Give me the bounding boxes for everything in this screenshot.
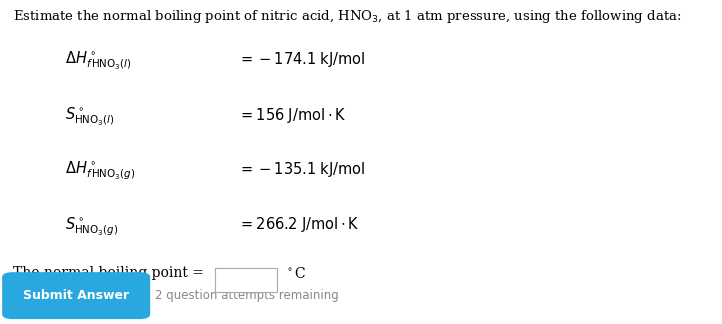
Text: $^\circ$C: $^\circ$C	[284, 266, 306, 281]
Text: $= 156\;\mathrm{J/mol \cdot K}$: $= 156\;\mathrm{J/mol \cdot K}$	[238, 106, 347, 125]
Text: $\Delta H^\circ_{f\,\mathrm{HNO_3}(\mathit{l})}$: $\Delta H^\circ_{f\,\mathrm{HNO_3}(\math…	[65, 50, 131, 72]
FancyBboxPatch shape	[2, 272, 150, 319]
Text: Estimate the normal boiling point of nitric acid, HNO$_3$, at 1 atm pressure, us: Estimate the normal boiling point of nit…	[13, 8, 682, 25]
Text: $\Delta H^\circ_{f\,\mathrm{HNO_3}(\mathit{g})}$: $\Delta H^\circ_{f\,\mathrm{HNO_3}(\math…	[65, 160, 135, 182]
Text: $= -135.1\;\mathrm{kJ/mol}$: $= -135.1\;\mathrm{kJ/mol}$	[238, 160, 365, 179]
Text: The normal boiling point =: The normal boiling point =	[13, 266, 204, 280]
Text: $= 266.2\;\mathrm{J/mol \cdot K}$: $= 266.2\;\mathrm{J/mol \cdot K}$	[238, 215, 360, 235]
Text: 2 question attempts remaining: 2 question attempts remaining	[155, 289, 339, 302]
Text: Submit Answer: Submit Answer	[23, 289, 129, 302]
Text: $S^\circ_{\mathrm{HNO_3}(\mathit{g})}$: $S^\circ_{\mathrm{HNO_3}(\mathit{g})}$	[65, 215, 118, 238]
Text: $S^\circ_{\mathrm{HNO_3}(\mathit{l})}$: $S^\circ_{\mathrm{HNO_3}(\mathit{l})}$	[65, 106, 115, 128]
Text: $= -174.1\;\mathrm{kJ/mol}$: $= -174.1\;\mathrm{kJ/mol}$	[238, 50, 365, 69]
FancyBboxPatch shape	[215, 268, 277, 292]
